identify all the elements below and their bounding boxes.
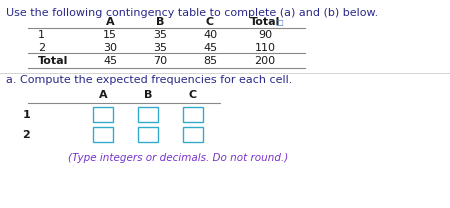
Bar	[138, 107, 158, 122]
Text: 45: 45	[203, 43, 217, 53]
Text: A: A	[99, 90, 107, 100]
Text: 110: 110	[255, 43, 275, 53]
Text: Use the following contingency table to complete (a) and (b) below.: Use the following contingency table to c…	[6, 8, 378, 18]
Text: 70: 70	[153, 56, 167, 66]
Text: 2: 2	[38, 43, 45, 53]
Text: (Type integers or decimals. Do not round.): (Type integers or decimals. Do not round…	[68, 153, 288, 163]
Text: 30: 30	[103, 43, 117, 53]
Text: a. Compute the expected frequencies for each cell.: a. Compute the expected frequencies for …	[6, 75, 292, 85]
Text: 85: 85	[203, 56, 217, 66]
Text: 1: 1	[38, 30, 45, 40]
Bar	[183, 107, 203, 122]
Text: 35: 35	[153, 30, 167, 40]
Text: C: C	[206, 17, 214, 27]
Text: B: B	[144, 90, 152, 100]
Text: B: B	[156, 17, 164, 27]
Text: Total: Total	[250, 17, 280, 27]
Text: 35: 35	[153, 43, 167, 53]
Bar	[93, 107, 113, 122]
Text: 15: 15	[103, 30, 117, 40]
Text: 40: 40	[203, 30, 217, 40]
Bar	[138, 127, 158, 142]
Text: C: C	[189, 90, 197, 100]
Text: 45: 45	[103, 56, 117, 66]
Text: 1: 1	[22, 109, 30, 120]
Text: □: □	[275, 18, 283, 27]
Text: 90: 90	[258, 30, 272, 40]
Text: A: A	[106, 17, 114, 27]
Text: 200: 200	[254, 56, 275, 66]
Text: Total: Total	[38, 56, 68, 66]
Bar	[183, 127, 203, 142]
Text: 2: 2	[22, 130, 30, 140]
Bar	[93, 127, 113, 142]
